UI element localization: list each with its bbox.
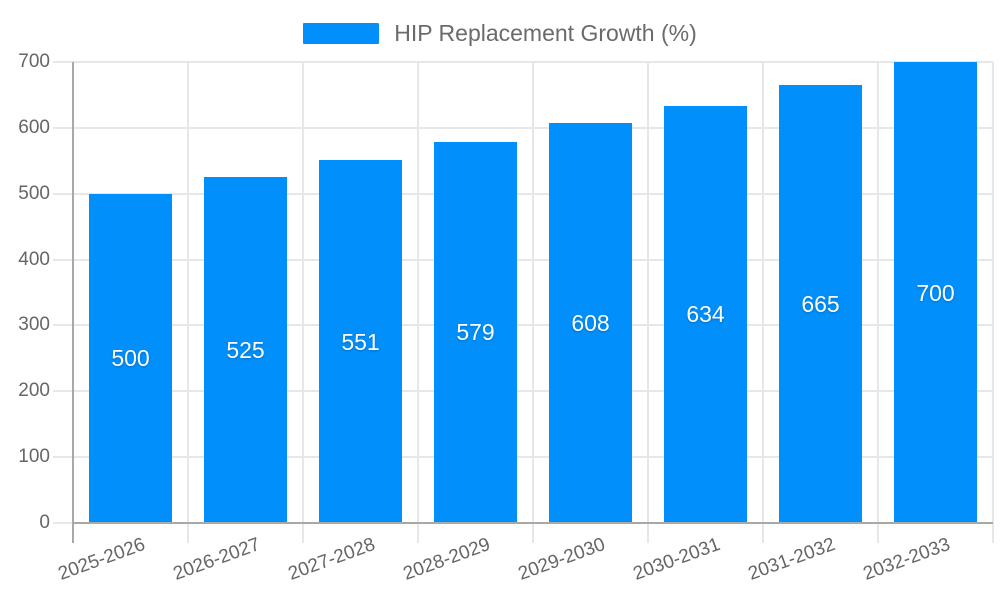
y-tick-label: 300 — [18, 314, 50, 335]
bar-value-label: 500 — [111, 345, 150, 372]
bar-2032-2033[interactable] — [894, 62, 977, 523]
y-tick-label: 100 — [18, 446, 50, 467]
gridline-vertical — [532, 62, 534, 543]
bar-2025-2026[interactable] — [89, 193, 172, 523]
bar-2029-2030[interactable] — [549, 122, 632, 523]
x-tick-label: 2025-2026 — [55, 534, 148, 585]
bar-value-label: 700 — [916, 279, 955, 306]
x-tick-label: 2029-2030 — [515, 534, 608, 585]
gridline-horizontal — [53, 61, 993, 63]
y-tick-label: 700 — [18, 51, 50, 72]
gridline-vertical — [187, 62, 189, 543]
legend: HIP Replacement Growth (%) — [0, 19, 1000, 46]
x-tick-label: 2026-2027 — [170, 534, 263, 585]
gridline-horizontal — [53, 127, 993, 129]
gridline-vertical — [877, 62, 879, 543]
gridline-horizontal — [53, 456, 993, 458]
legend-swatch[interactable] — [303, 22, 380, 44]
gridline-vertical — [302, 62, 304, 543]
bar-2030-2031[interactable] — [664, 105, 747, 523]
gridline-horizontal — [53, 259, 993, 261]
gridline-horizontal — [53, 324, 993, 326]
gridline-vertical — [992, 62, 994, 543]
x-tick-label: 2032-2033 — [860, 534, 953, 585]
x-tick-label: 2030-2031 — [630, 534, 723, 585]
legend-label[interactable]: HIP Replacement Growth (%) — [394, 19, 697, 46]
y-axis-line — [72, 62, 74, 543]
x-tick-label: 2031-2032 — [745, 534, 838, 585]
gridline-vertical — [417, 62, 419, 543]
bar-value-label: 665 — [801, 291, 840, 317]
y-tick-label: 500 — [18, 183, 50, 204]
bar-2031-2032[interactable] — [779, 85, 862, 523]
bar-value-label: 551 — [341, 328, 380, 355]
bar-value-label: 634 — [686, 301, 725, 328]
x-axis-line — [73, 522, 993, 524]
x-tick-label: 2027-2028 — [285, 534, 378, 585]
y-tick-label: 600 — [18, 117, 50, 138]
y-tick-label: 400 — [18, 249, 50, 270]
y-tick-label: 0 — [39, 512, 50, 533]
bar-2028-2029[interactable] — [434, 141, 517, 523]
bar-2026-2027[interactable] — [204, 177, 287, 524]
gridline-horizontal — [53, 390, 993, 392]
bar-value-label: 608 — [571, 309, 610, 336]
gridline-horizontal — [53, 193, 993, 195]
bar-value-label: 525 — [226, 337, 265, 364]
bar-value-label: 579 — [456, 319, 495, 346]
bar-2027-2028[interactable] — [319, 160, 402, 523]
x-tick-label: 2028-2029 — [400, 534, 493, 585]
y-tick-label: 200 — [18, 380, 50, 401]
gridline-vertical — [647, 62, 649, 543]
gridline-vertical — [762, 62, 764, 543]
